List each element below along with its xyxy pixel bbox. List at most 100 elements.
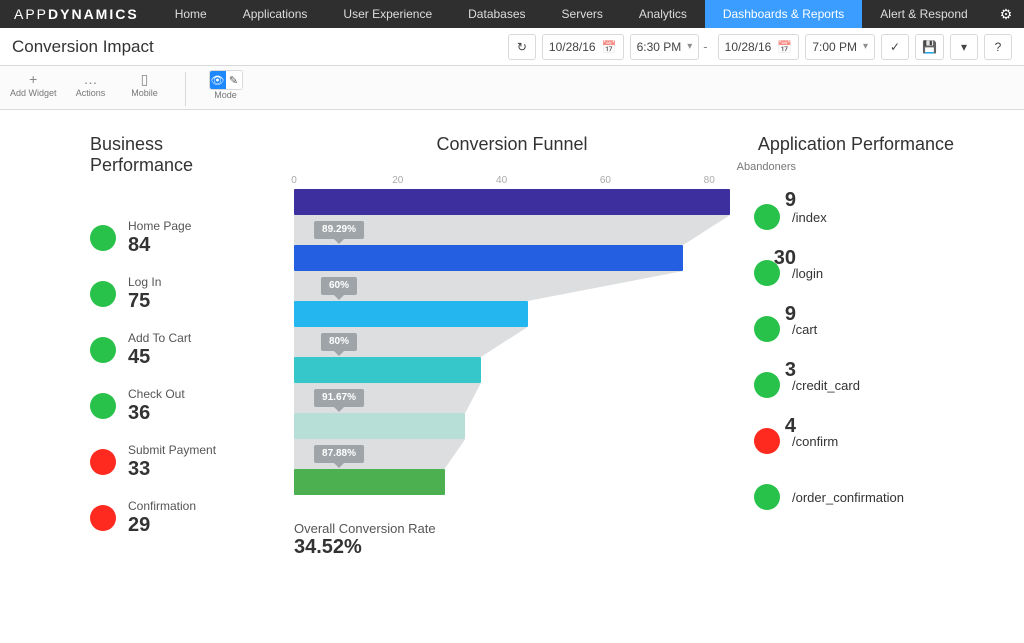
nav-item[interactable]: Analytics — [621, 0, 705, 28]
nav-item[interactable]: Dashboards & Reports — [705, 0, 862, 28]
refresh-button[interactable]: ↻ — [508, 34, 536, 60]
app-path: /login — [792, 266, 823, 281]
more-menu-button[interactable]: ▾ — [950, 34, 978, 60]
business-stage-label: Home Page — [128, 220, 191, 233]
abandoners-count: 9 — [742, 301, 796, 327]
health-dot-icon — [90, 337, 116, 363]
calendar-icon: 📅 — [777, 40, 792, 54]
business-title: Business Performance — [90, 134, 270, 176]
mobile-icon: ▯ — [135, 70, 155, 88]
conversion-rate-value: 91.67% — [314, 389, 364, 407]
from-time-value: 6:30 PM — [637, 40, 682, 54]
settings-gear-icon[interactable]: ⚙ — [988, 6, 1024, 23]
abandoners-count: 3 — [742, 357, 796, 383]
app-path: /index — [792, 210, 827, 225]
business-stage-label: Add To Cart — [128, 332, 191, 345]
add-widget-button[interactable]: + Add Widget — [10, 70, 57, 98]
overall-label: Overall Conversion Rate — [294, 521, 730, 536]
business-text: Home Page84 — [128, 220, 191, 255]
funnel-connector: 80% — [294, 327, 730, 357]
mobile-button[interactable]: ▯ Mobile — [125, 70, 165, 98]
to-time-value: 7:00 PM — [812, 40, 857, 54]
business-row: Confirmation29 — [90, 490, 270, 546]
business-text: Submit Payment33 — [128, 444, 216, 479]
funnel-connector: 89.29% — [294, 215, 730, 245]
abandoners-count: 4 — [742, 413, 796, 439]
range-separator: - — [703, 39, 707, 54]
health-dot-icon — [90, 449, 116, 475]
to-time-picker[interactable]: 7:00 PM ▾ — [805, 34, 875, 60]
nav-item[interactable]: Databases — [450, 0, 543, 28]
mobile-label: Mobile — [131, 88, 158, 98]
business-stage-count: 84 — [128, 234, 191, 256]
to-date-picker[interactable]: 10/28/16 📅 — [718, 34, 800, 60]
funnel-bar-row: 30 — [294, 245, 730, 271]
app-path: /order_confirmation — [792, 490, 904, 505]
app-row: /order_confirmation — [754, 469, 954, 525]
nav-item[interactable]: Home — [157, 0, 225, 28]
mode-label: Mode — [214, 90, 237, 100]
title-bar: Conversion Impact ↻ 10/28/16 📅 6:30 PM ▾… — [0, 28, 1024, 66]
funnel-bar-row: 9 — [294, 189, 730, 215]
to-date-value: 10/28/16 — [725, 40, 772, 54]
chevron-down-icon: ▾ — [863, 41, 868, 52]
abandoners-count: 30 — [742, 245, 796, 271]
funnel-connector: 87.88% — [294, 439, 730, 469]
business-stage-count: 33 — [128, 458, 216, 480]
funnel-bar — [294, 413, 465, 439]
badge-arrow-icon — [334, 463, 344, 468]
funnel-axis: Abandoners 020406080 — [294, 175, 730, 189]
from-time-picker[interactable]: 6:30 PM ▾ — [630, 34, 700, 60]
nav-item[interactable]: User Experience — [325, 0, 450, 28]
business-text: Check Out36 — [128, 388, 185, 423]
conversion-rate-badge: 87.88% — [314, 445, 364, 463]
nav-item[interactable]: Applications — [225, 0, 326, 28]
dots-icon: … — [81, 70, 101, 88]
health-dot-icon — [90, 281, 116, 307]
page-title: Conversion Impact — [12, 37, 154, 57]
apply-button[interactable]: ✓ — [881, 34, 909, 60]
app-path: /credit_card — [792, 378, 860, 393]
plus-icon: + — [23, 70, 43, 88]
mode-toggle[interactable]: 👁 ✎ Mode — [206, 70, 246, 100]
funnel-bar-row: 4 — [294, 413, 730, 439]
nav-item[interactable]: Servers — [544, 0, 621, 28]
axis-tick: 20 — [392, 175, 403, 186]
from-date-picker[interactable]: 10/28/16 📅 — [542, 34, 624, 60]
mode-icon: 👁 ✎ — [209, 70, 243, 90]
business-row: Add To Cart45 — [90, 322, 270, 378]
business-stage-label: Check Out — [128, 388, 185, 401]
dashboard-toolbar: + Add Widget … Actions ▯ Mobile 👁 ✎ Mode — [0, 66, 1024, 110]
business-text: Log In75 — [128, 276, 161, 311]
save-button[interactable]: 💾 — [915, 34, 944, 60]
business-stage-label: Confirmation — [128, 500, 196, 513]
brand-logo: APPDYNAMICS — [0, 6, 157, 22]
pencil-icon: ✎ — [226, 71, 242, 89]
business-row: Submit Payment33 — [90, 434, 270, 490]
funnel-bar-row: 9 — [294, 301, 730, 327]
business-stage-count: 45 — [128, 346, 191, 368]
business-stage-count: 29 — [128, 514, 196, 536]
badge-arrow-icon — [334, 407, 344, 412]
abandoners-count: 9 — [742, 187, 796, 213]
axis-tick: 40 — [496, 175, 507, 186]
badge-arrow-icon — [334, 295, 344, 300]
health-dot-icon — [754, 484, 780, 510]
calendar-icon: 📅 — [602, 40, 617, 54]
conversion-rate-badge: 91.67% — [314, 389, 364, 407]
conversion-rate-value: 87.88% — [314, 445, 364, 463]
app-path: /confirm — [792, 434, 838, 449]
funnel-title: Conversion Funnel — [294, 134, 730, 155]
business-row: Log In75 — [90, 266, 270, 322]
abandoners-label: Abandoners — [737, 161, 796, 173]
conversion-rate-value: 80% — [321, 333, 357, 351]
health-dot-icon — [90, 393, 116, 419]
funnel-bar — [294, 301, 528, 327]
conversion-rate-badge: 80% — [321, 333, 357, 351]
health-dot-icon — [90, 225, 116, 251]
nav-item[interactable]: Alert & Respond — [862, 0, 985, 28]
actions-button[interactable]: … Actions — [71, 70, 111, 98]
conversion-rate-badge: 89.29% — [314, 221, 364, 239]
axis-tick: 60 — [600, 175, 611, 186]
help-button[interactable]: ? — [984, 34, 1012, 60]
